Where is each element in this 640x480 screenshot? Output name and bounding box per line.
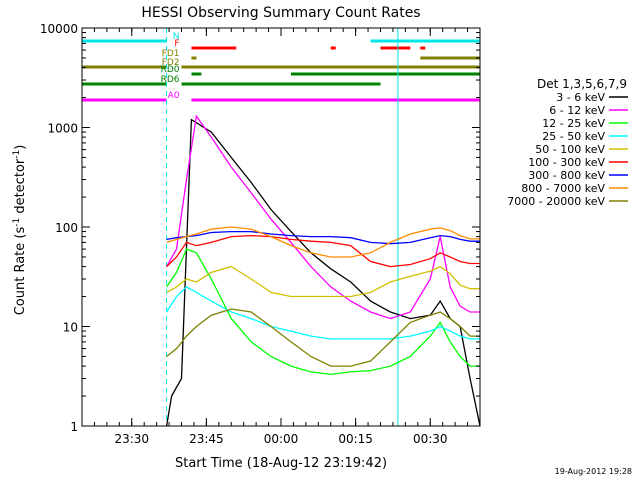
series-line [166,265,480,298]
y-tick-label: 10000 [40,22,78,36]
flag-label-rd0: RD0 [161,65,180,75]
flag-label-n: N [173,32,180,42]
legend-entry-label: 800 - 7000 keV [521,182,605,195]
legend-entry-label: 3 - 6 keV [556,91,605,104]
series-line [166,234,480,268]
series-line [166,286,480,340]
legend-entry-label: 7000 - 20000 keV [507,195,605,208]
flag-label-fd2: FD2 [162,58,180,68]
series-line [166,114,480,320]
legend-entry-label: 100 - 300 keV [528,156,605,169]
x-axis-ticks: 23:30 23:45 00:00 00:15 00:30 [81,28,481,446]
flag-label-fd1: FD1 [162,49,180,59]
legend-entry-label: 25 - 50 keV [542,130,605,143]
x-tick-label: 00:30 [413,432,448,446]
y-axis-label: Count Rate (s-1 detector-1) [12,145,28,316]
flag-label-rd6: RD6 [161,75,180,85]
y-tick-label: 100 [55,221,78,235]
y-tick-label: 1 [70,420,78,434]
y-axis-ticks: 1 10 100 1000 10000 [40,22,480,434]
y-tick-label: 1000 [47,122,78,136]
x-tick-label: 23:45 [189,432,224,446]
series-lines [165,114,481,427]
series-line [166,230,480,245]
series-line [166,226,480,258]
series-line [165,118,481,427]
legend-title: Det 1,3,5,6,7,9 [537,77,627,91]
legend-entry-label: 300 - 800 keV [528,169,605,182]
y-tick-label: 10 [63,321,78,335]
x-tick-label: 23:30 [114,432,149,446]
legend-entry-label: 6 - 12 keV [549,104,605,117]
series-line [166,308,480,367]
flag-label-a0: A0 [168,91,180,101]
flag-label-f: F [174,39,179,49]
chart-title: HESSI Observing Summary Count Rates [141,5,420,21]
legend-entry-label: 50 - 100 keV [535,143,605,156]
x-tick-label: 00:15 [338,432,373,446]
footer-date: 19-Aug-2012 19:28 [555,467,632,476]
x-axis-label: Start Time (18-Aug-12 23:19:42) [175,456,387,471]
legend-entry-label: 12 - 25 keV [542,117,605,130]
series-line [166,248,480,376]
x-tick-label: 00:00 [264,432,299,446]
